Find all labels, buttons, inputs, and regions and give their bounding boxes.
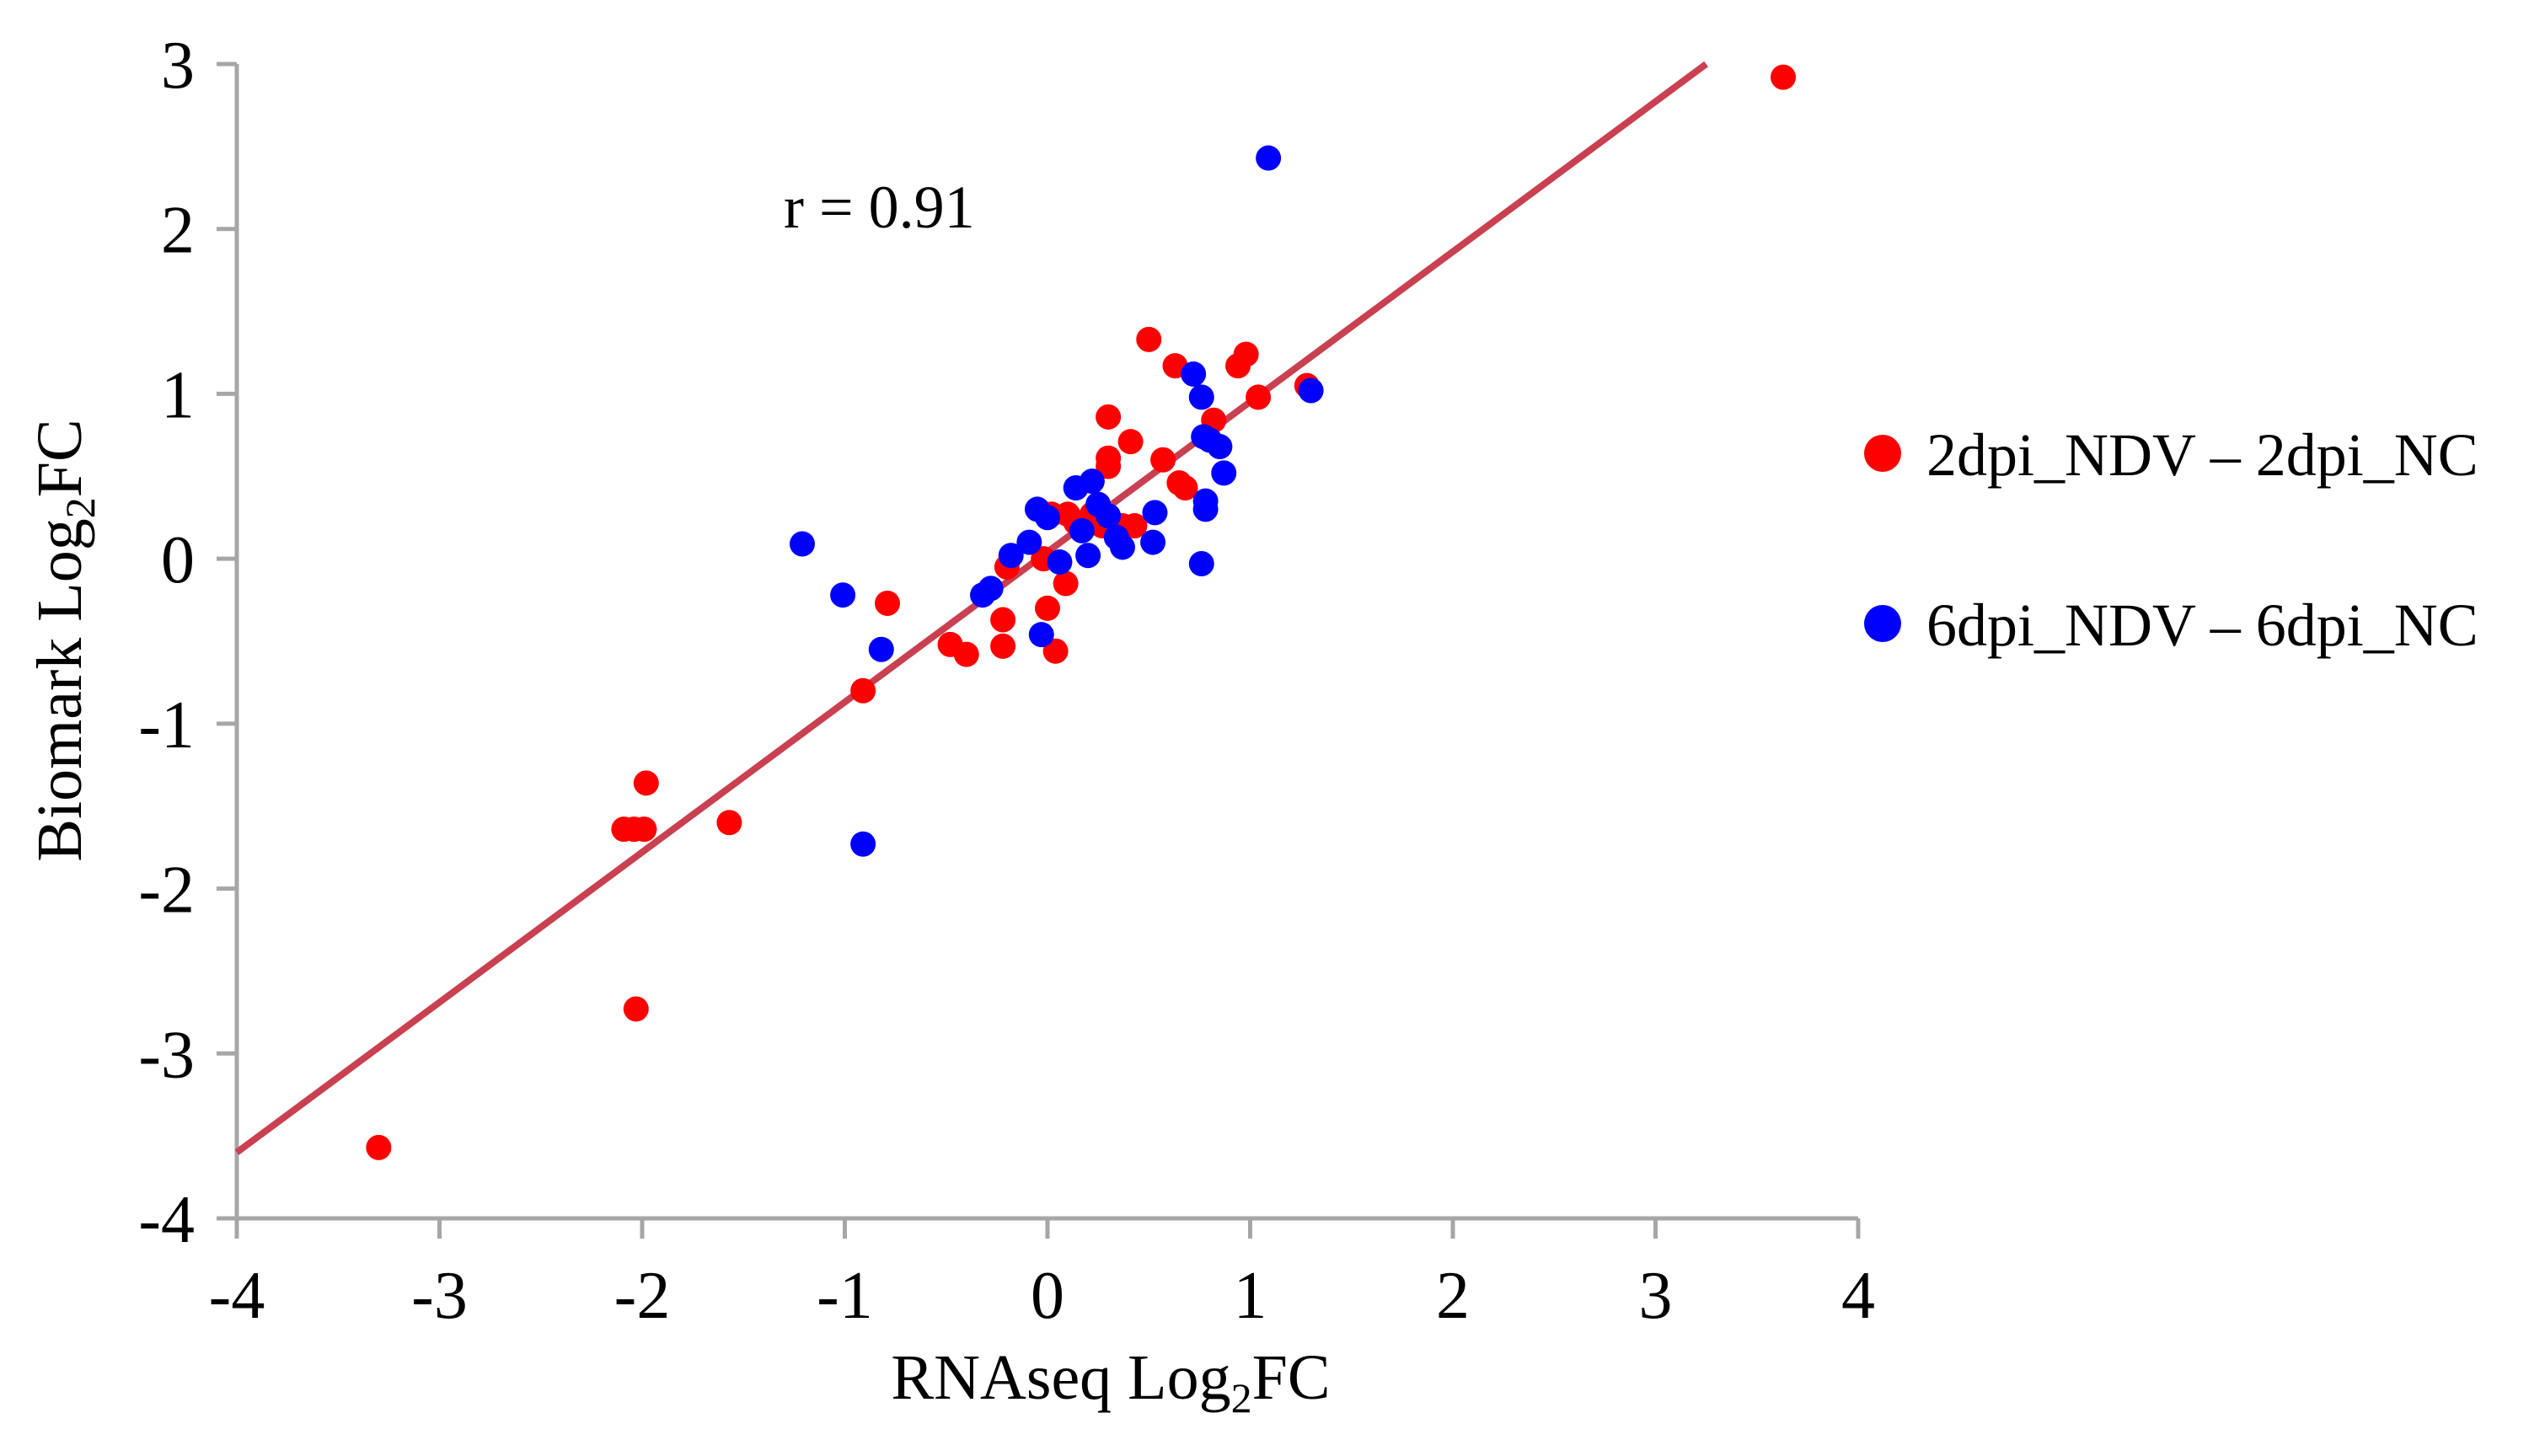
- data-point: [623, 996, 649, 1022]
- data-point: [1109, 534, 1135, 560]
- data-point: [633, 770, 659, 796]
- data-point: [1256, 145, 1282, 171]
- data-point: [1053, 570, 1079, 597]
- fit-line-group: [234, 61, 1709, 1155]
- x-tick-label: -4: [209, 1259, 265, 1333]
- data-point: [1035, 505, 1060, 531]
- data-point: [1096, 404, 1122, 430]
- data-point: [830, 582, 856, 608]
- y-tick-label: -1: [138, 688, 195, 763]
- data-points: [366, 64, 1797, 1160]
- x-tick-label: 0: [1031, 1259, 1064, 1333]
- data-point: [1246, 384, 1272, 410]
- data-point: [1150, 447, 1176, 473]
- legend: 2dpi_NDV – 2dpi_NC 6dpi_NDV – 6dpi_NC: [1864, 421, 2478, 659]
- series-0: [366, 64, 1797, 1160]
- data-point: [990, 607, 1016, 633]
- y-tick-label: 2: [161, 194, 195, 268]
- y-tick-label: 3: [161, 29, 195, 103]
- data-point: [978, 575, 1004, 602]
- data-point: [1096, 445, 1122, 471]
- y-axis-title-suffix: FC: [24, 419, 95, 497]
- legend-label-6dpi: 6dpi_NDV – 6dpi_NC: [1926, 592, 2478, 659]
- y-axis-title-main: Biomark Log: [24, 518, 95, 861]
- data-point: [1188, 384, 1214, 410]
- x-tick-label: -1: [817, 1259, 873, 1333]
- data-point: [850, 677, 876, 704]
- correlation-annotation: r = 0.91: [784, 174, 975, 241]
- y-tick-label: -3: [138, 1018, 195, 1092]
- data-point: [366, 1134, 392, 1160]
- legend-label-2dpi: 2dpi_NDV – 2dpi_NC: [1926, 421, 2478, 489]
- axes: -4 -3 -2 -1 0 1 2 3 4 -4 -3 -2 -1 0 1 2 3: [138, 29, 1875, 1333]
- x-tick-label: 4: [1841, 1259, 1875, 1333]
- data-point: [1069, 517, 1095, 543]
- y-axis-title: Biomark Log2FC: [24, 419, 104, 861]
- x-axis-title: RNAseq Log2FC: [891, 1342, 1330, 1421]
- data-point: [1096, 503, 1122, 529]
- regression-line: [234, 61, 1709, 1155]
- data-point: [1117, 429, 1144, 455]
- data-point: [1771, 64, 1797, 90]
- x-tick-label: -3: [411, 1259, 468, 1333]
- data-point: [990, 633, 1016, 659]
- x-tick-label: 2: [1436, 1259, 1470, 1333]
- data-point: [631, 816, 657, 843]
- data-point: [1028, 622, 1054, 648]
- data-point: [1122, 513, 1148, 538]
- data-point: [1188, 551, 1214, 577]
- series-1: [789, 145, 1324, 857]
- data-point: [1211, 460, 1237, 486]
- x-axis-title-subscript: 2: [1231, 1374, 1252, 1421]
- x-axis-title-main: RNAseq Log: [891, 1342, 1230, 1413]
- y-tick-label: 1: [161, 358, 195, 432]
- data-point: [1136, 326, 1162, 352]
- data-point: [1075, 543, 1101, 569]
- data-point: [1016, 529, 1042, 555]
- data-point: [1181, 361, 1207, 387]
- data-point: [868, 636, 894, 662]
- x-axis-title-suffix: FC: [1252, 1342, 1331, 1413]
- data-point: [1035, 595, 1060, 621]
- data-point: [1047, 549, 1073, 575]
- data-point: [850, 831, 876, 857]
- data-point: [1042, 638, 1069, 664]
- x-tick-label: -2: [614, 1259, 671, 1333]
- data-point: [1142, 500, 1168, 526]
- y-tick-label: 0: [161, 523, 195, 597]
- legend-marker-2dpi: [1864, 435, 1901, 472]
- data-point: [1192, 496, 1219, 522]
- data-point: [875, 590, 901, 616]
- data-point: [1191, 424, 1217, 450]
- x-tick-label: 1: [1234, 1259, 1267, 1333]
- y-axis-title-subscript: 2: [56, 497, 104, 518]
- data-point: [716, 810, 742, 836]
- data-point: [1172, 474, 1198, 500]
- data-point: [1298, 377, 1324, 404]
- data-point: [1079, 468, 1105, 495]
- data-point: [998, 543, 1024, 569]
- data-point: [789, 531, 815, 557]
- y-tick-label: -2: [138, 854, 195, 928]
- legend-marker-6dpi: [1864, 605, 1901, 642]
- y-tick-label: -4: [138, 1183, 195, 1257]
- data-point: [1233, 341, 1259, 367]
- x-tick-label: 3: [1639, 1259, 1673, 1333]
- data-point: [1140, 529, 1166, 555]
- data-point: [953, 641, 979, 667]
